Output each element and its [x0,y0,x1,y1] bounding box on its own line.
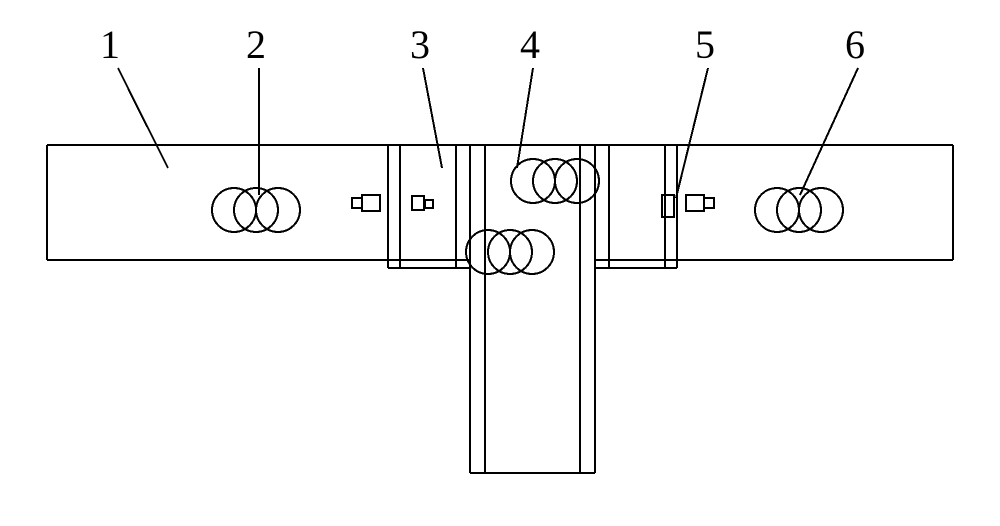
diagram-stage: 1 2 3 4 5 6 [0,0,1000,526]
diagram-svg [0,0,1000,526]
